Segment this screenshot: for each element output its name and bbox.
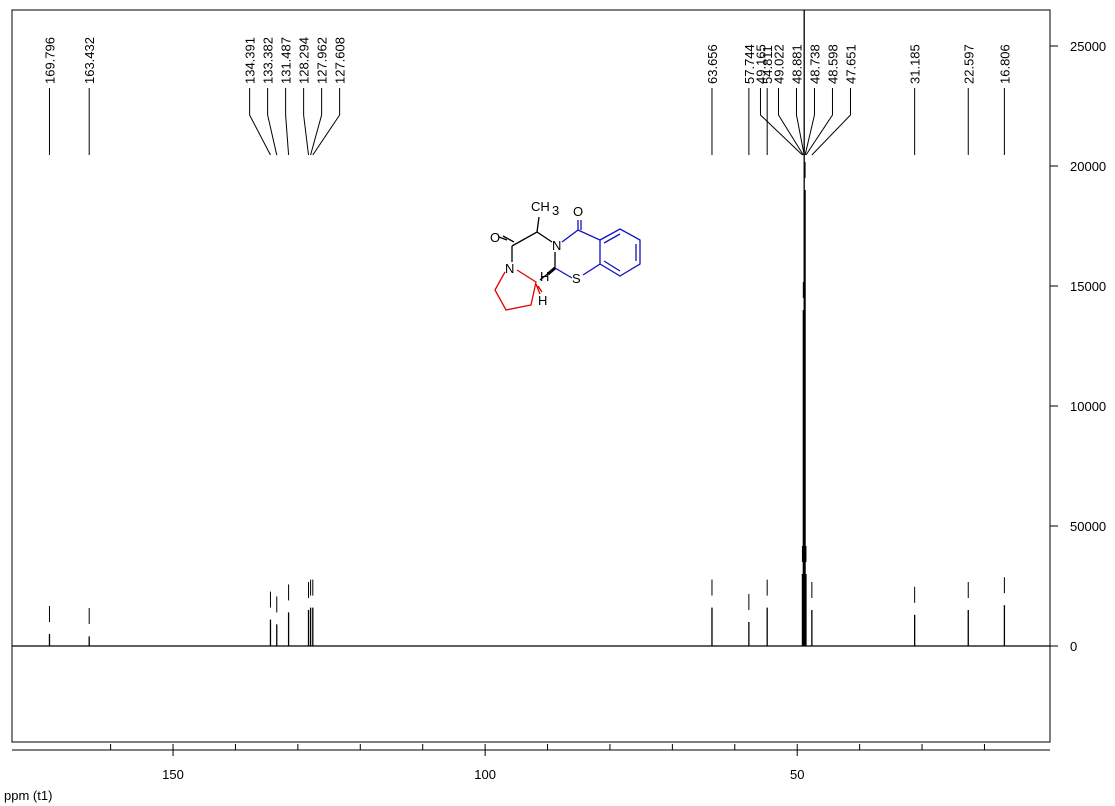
x-tick-label: 100 [474, 767, 496, 782]
peak-label: 133.382 [261, 37, 276, 84]
x-tick-label: 150 [162, 767, 184, 782]
peak-label: 63.656 [705, 44, 720, 84]
peak-label: 127.608 [333, 37, 348, 84]
peak-label: 22.597 [961, 44, 976, 84]
peak-label: 16.806 [997, 44, 1012, 84]
atom-label: H [540, 269, 549, 284]
leader-line [312, 88, 341, 156]
y-tick-label: 10000 [1070, 399, 1106, 414]
atom-label: H [538, 293, 547, 308]
peak-label: 48.881 [789, 44, 804, 84]
peak-label: 47.651 [843, 44, 858, 84]
atom-label: CH [531, 199, 550, 214]
peak-label: 49.022 [771, 44, 786, 84]
y-tick-label: 20000 [1070, 159, 1106, 174]
peak-label: 31.185 [908, 44, 923, 84]
leader-line [285, 88, 290, 156]
bond [547, 266, 556, 276]
peak-label: 169.796 [42, 37, 57, 84]
leader-line [267, 88, 278, 156]
molecule: CH 3 O O N N S H H [490, 199, 641, 311]
peak-label: 163.432 [82, 37, 97, 84]
peak-label: 48.738 [807, 44, 822, 84]
bond [498, 216, 553, 262]
atom-label: O [490, 230, 500, 245]
leader-line [795, 88, 805, 156]
atom-label: S [572, 271, 581, 286]
peak-label: 48.598 [825, 44, 840, 84]
leader-line [303, 88, 310, 156]
y-tick-label: 15000 [1070, 279, 1106, 294]
peak-label: 134.391 [243, 37, 258, 84]
peak-label: 57.744 [742, 44, 757, 84]
peak-label: 128.294 [297, 37, 312, 84]
leader-line [310, 88, 323, 156]
peak-label: 54.811 [760, 45, 775, 84]
peak-label: 127.962 [315, 37, 330, 84]
peak-label: 131.487 [279, 37, 294, 84]
y-tick-label: 0 [1070, 639, 1077, 654]
plot-frame [11, 9, 1051, 743]
atom-label: O [573, 204, 583, 219]
x-tick-label: 50 [790, 767, 804, 782]
bond [494, 269, 537, 311]
leader-line [804, 88, 815, 156]
bond [554, 220, 601, 279]
leader-line [777, 88, 804, 156]
atom-label: 3 [552, 203, 559, 218]
bond [502, 235, 515, 243]
peak-label: 49.165 [753, 44, 768, 84]
bond [535, 283, 543, 295]
x-axis-label: ppm (t1) [4, 788, 52, 803]
leader-line [805, 88, 833, 156]
bond [599, 228, 641, 277]
y-tick-label: 50000 [1070, 519, 1106, 534]
atom-label: N [505, 261, 514, 276]
leader-line [811, 88, 851, 156]
leader-line [759, 88, 803, 156]
atom-label: N [552, 238, 561, 253]
y-tick-label: 25000 [1070, 39, 1106, 54]
leader-line [249, 88, 271, 156]
